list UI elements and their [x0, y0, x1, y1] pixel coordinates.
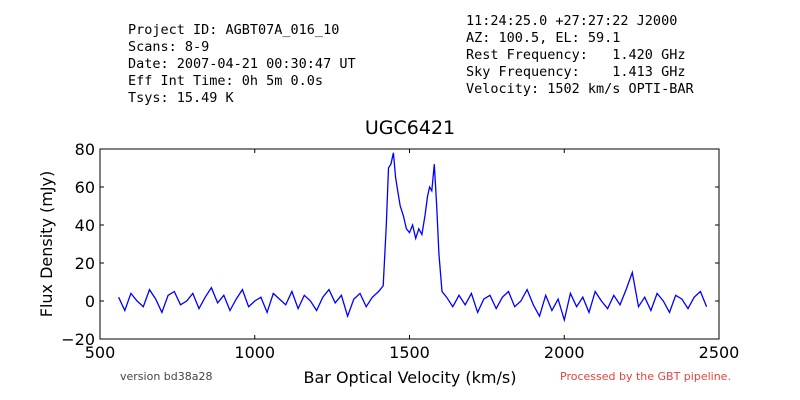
chart-title: UGC6421 [365, 117, 455, 139]
date: Date: 2007-04-21 00:30:47 UT [128, 56, 356, 72]
x-tick-label-2500: 2500 [699, 343, 740, 362]
velocity: Velocity: 1502 km/s OPTI-BAR [466, 81, 694, 97]
spectrum-line [118, 152, 708, 323]
x-tick-label-500: 500 [85, 343, 116, 362]
x-axis-label: Bar Optical Velocity (km/s) [304, 368, 517, 387]
scans: Scans: 8-9 [128, 39, 210, 55]
az-el: AZ: 100.5, EL: 59.1 [466, 30, 621, 46]
y-tick-label--20: −20 [61, 330, 95, 349]
y-tick-label-20: 20 [75, 254, 95, 273]
x-tick-label-1000: 1000 [234, 343, 275, 362]
y-tick-label-40: 40 [75, 216, 95, 235]
plot-frame [99, 148, 720, 340]
eff-int-time: Eff Int Time: 0h 5m 0.0s [128, 73, 324, 89]
rest-frequency: Rest Frequency: 1.420 GHz [466, 47, 686, 63]
version-label: version bd38a28 [120, 370, 213, 383]
x-tick-label-2000: 2000 [544, 343, 585, 362]
observation-info-left: Project ID: AGBT07A_016_10 Scans: 8-9 Da… [128, 22, 356, 107]
y-tick-label-60: 60 [75, 178, 95, 197]
y-axis-label: Flux Density (mJy) [37, 171, 56, 318]
y-tick-label-80: 80 [75, 140, 95, 159]
project-id: Project ID: AGBT07A_016_10 [128, 22, 340, 38]
sky-frequency: Sky Frequency: 1.413 GHz [466, 64, 686, 80]
coordinates: 11:24:25.0 +27:27:22 J2000 [466, 13, 678, 29]
tsys: Tsys: 15.49 K [128, 90, 234, 106]
observation-info-right: 11:24:25.0 +27:27:22 J2000 AZ: 100.5, EL… [466, 13, 694, 98]
y-tick-label-0: 0 [85, 292, 95, 311]
processed-label: Processed by the GBT pipeline. [560, 370, 731, 383]
plot-area: 500 1000 1500 2000 2500 −20 0 20 40 60 80 [61, 140, 739, 362]
x-tick-label-1500: 1500 [389, 343, 430, 362]
